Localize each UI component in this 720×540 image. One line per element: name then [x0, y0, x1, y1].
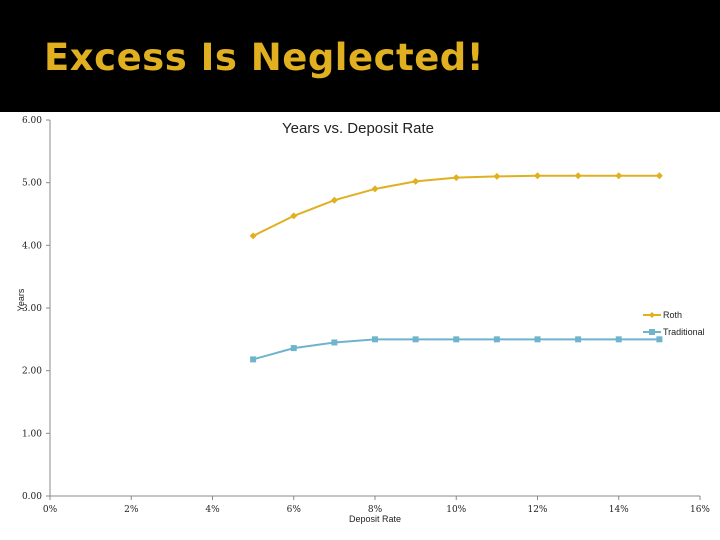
roth-point — [655, 172, 663, 180]
y-tick-label: 3.00 — [22, 304, 42, 314]
chart-title: Years vs. Deposit Rate — [282, 120, 434, 137]
traditional-legend-label: Traditional — [663, 327, 705, 337]
x-tick-label: 14% — [609, 505, 629, 515]
traditional-point — [372, 336, 378, 343]
traditional-point — [250, 356, 257, 363]
y-axis-label: Years — [16, 288, 26, 311]
traditional-point — [412, 336, 419, 343]
chart-area — [0, 112, 720, 540]
y-tick-label: 0.00 — [22, 492, 42, 502]
legend: Roth Traditional — [643, 310, 705, 337]
x-tick-label: 0% — [43, 505, 58, 515]
y-tick-label: 1.00 — [22, 429, 42, 439]
roth-point — [290, 212, 298, 220]
x-tick-label: 10% — [446, 505, 466, 515]
y-tick-label: 6.00 — [22, 116, 42, 126]
roth-point — [534, 172, 541, 180]
roth-point — [574, 172, 582, 180]
traditional-line — [252, 338, 660, 361]
traditional-point — [575, 336, 582, 343]
traditional-point — [453, 336, 460, 343]
roth-point — [615, 172, 623, 180]
roth-legend-label: Roth — [663, 310, 682, 320]
roth-point — [493, 172, 501, 180]
traditional-legend-marker — [649, 329, 655, 335]
axes: 0.00 1.00 2.00 3.00 4.00 5.00 6.00 0% 2% 4% 6% 8% 10… — [22, 116, 710, 515]
title-bar: Excess Is Neglected! — [0, 0, 720, 112]
traditional-point — [290, 345, 297, 352]
roth-line — [252, 174, 660, 237]
roth-legend-marker — [649, 312, 655, 318]
traditional-point — [493, 336, 500, 343]
series-layer — [249, 172, 663, 363]
x-tick-label: 6% — [287, 505, 302, 515]
roth-point — [452, 174, 460, 182]
x-tick-label: 2% — [124, 505, 139, 515]
x-tick-label: 12% — [527, 505, 547, 515]
x-tick-label: 16% — [690, 505, 710, 515]
y-tick-label: 2.00 — [22, 367, 42, 377]
x-tick-label: 8% — [368, 505, 383, 515]
traditional-point — [615, 336, 622, 343]
traditional-point — [656, 336, 663, 343]
roth-point — [330, 196, 338, 204]
traditional-point — [534, 336, 541, 343]
x-axis-label: Deposit Rate — [349, 514, 401, 524]
slide-title: Excess Is Neglected! — [44, 36, 485, 79]
y-tick-label: 4.00 — [22, 241, 42, 251]
roth-point — [249, 232, 257, 240]
traditional-point — [331, 339, 338, 346]
y-tick-label: 5.00 — [22, 179, 42, 189]
x-tick-label: 4% — [205, 505, 220, 515]
roth-point — [412, 177, 420, 185]
roth-point — [371, 185, 379, 193]
